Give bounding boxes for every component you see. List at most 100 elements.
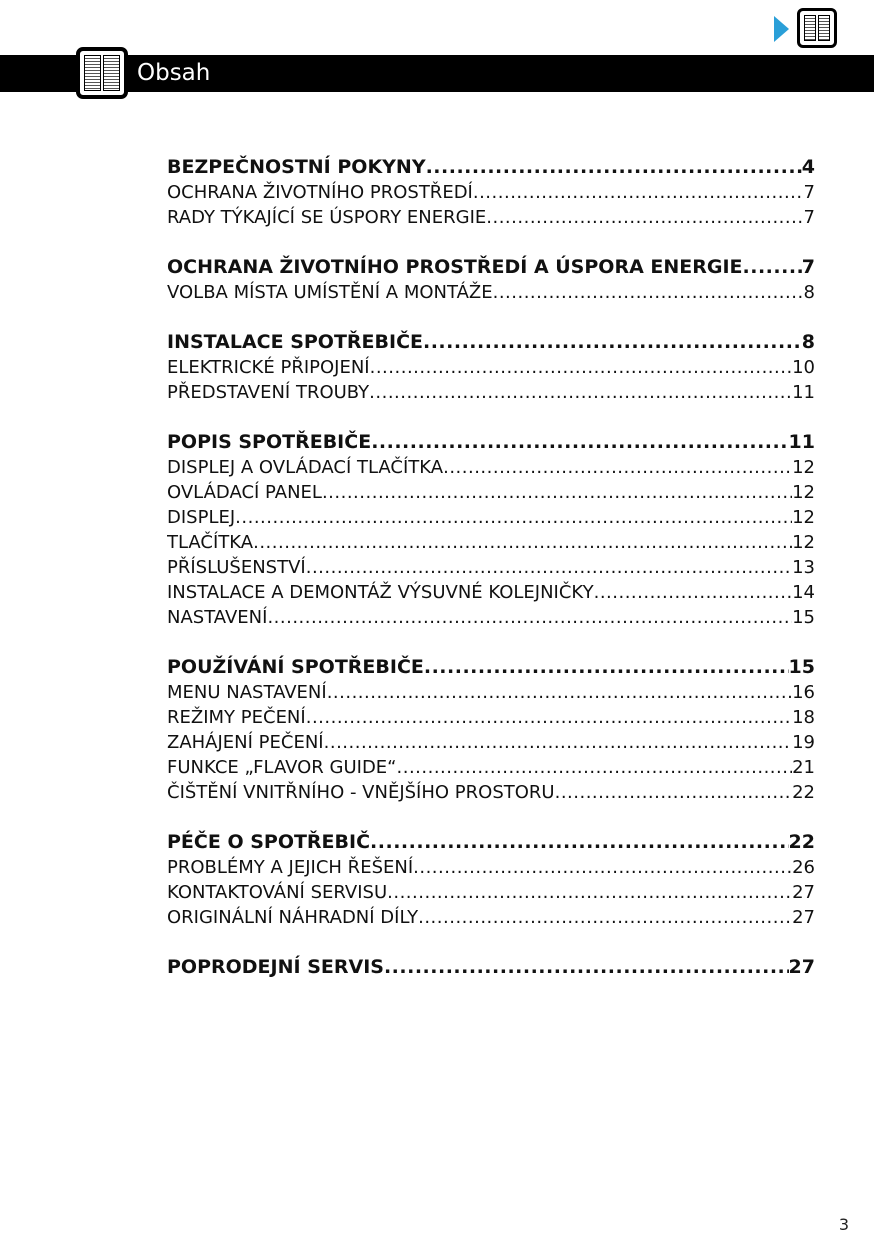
toc-page: 18 <box>792 707 815 728</box>
toc-entry[interactable]: ELEKTRICKÉ PŘIPOJENÍ 10 <box>167 355 815 380</box>
dot-leader <box>424 655 789 680</box>
spacer <box>167 305 815 330</box>
toc-label: FUNKCE „FLAVOR GUIDE“ <box>167 757 397 778</box>
toc-entry[interactable]: ORIGINÁLNÍ NÁHRADNÍ DÍLY 27 <box>167 905 815 930</box>
dot-leader <box>322 480 792 505</box>
toc-page: 7 <box>803 207 815 228</box>
toc-page: 27 <box>792 882 815 903</box>
toc-page: 11 <box>788 431 815 453</box>
toc-section[interactable]: POUŽÍVÁNÍ SPOTŘEBIČE 15 <box>167 655 815 680</box>
toc-page: 12 <box>792 457 815 478</box>
dot-leader <box>253 530 792 555</box>
toc-page: 12 <box>792 482 815 503</box>
toc-label: VOLBA MÍSTA UMÍSTĚNÍ A MONTÁŽE <box>167 282 493 303</box>
toc-label: PROBLÉMY A JEJICH ŘEŠENÍ <box>167 857 414 878</box>
toc-entry[interactable]: OCHRANA ŽIVOTNÍHO PROSTŘEDÍ 7 <box>167 180 815 205</box>
table-of-contents: BEZPEČNOSTNÍ POKYNY4OCHRANA ŽIVOTNÍHO PR… <box>167 155 815 980</box>
dot-leader <box>306 555 792 580</box>
toc-section[interactable]: OCHRANA ŽIVOTNÍHO PROSTŘEDÍ A ÚSPORA ENE… <box>167 255 815 280</box>
toc-page: 8 <box>801 331 815 353</box>
dot-leader <box>235 505 792 530</box>
toc-entry[interactable]: ČIŠTĚNÍ VNITŘNÍHO - VNĚJŠÍHO PROSTORU 22 <box>167 780 815 805</box>
toc-page: 7 <box>801 256 815 278</box>
toc-label: PÉČE O SPOTŘEBIČ <box>167 831 371 853</box>
toc-entry[interactable]: REŽIMY PEČENÍ 18 <box>167 705 815 730</box>
toc-entry[interactable]: RADY TÝKAJÍCÍ SE ÚSPORY ENERGIE 7 <box>167 205 815 230</box>
toc-section[interactable]: PÉČE O SPOTŘEBIČ 22 <box>167 830 815 855</box>
dot-leader <box>426 155 802 180</box>
toc-entry[interactable]: ZAHÁJENÍ PEČENÍ 19 <box>167 730 815 755</box>
spacer <box>167 230 815 255</box>
toc-entry[interactable]: PŘEDSTAVENÍ TROUBY 11 <box>167 380 815 405</box>
toc-page: 11 <box>792 382 815 403</box>
book-icon[interactable] <box>797 8 837 48</box>
toc-page: 27 <box>792 907 815 928</box>
spacer <box>167 630 815 655</box>
toc-page: 12 <box>792 507 815 528</box>
book-icon <box>76 47 128 99</box>
dot-leader <box>324 730 792 755</box>
toc-label: DISPLEJ A OVLÁDACÍ TLAČÍTKA <box>167 457 444 478</box>
toc-entry[interactable]: VOLBA MÍSTA UMÍSTĚNÍ A MONTÁŽE 8 <box>167 280 815 305</box>
toc-label: OCHRANA ŽIVOTNÍHO PROSTŘEDÍ <box>167 182 473 203</box>
toc-page: 26 <box>792 857 815 878</box>
toc-label: ČIŠTĚNÍ VNITŘNÍHO - VNĚJŠÍHO PROSTORU <box>167 782 555 803</box>
dot-leader <box>327 680 792 705</box>
toc-label: ZAHÁJENÍ PEČENÍ <box>167 732 324 753</box>
dot-leader <box>306 705 792 730</box>
toc-page: 8 <box>803 282 815 303</box>
toc-label: ELEKTRICKÉ PŘIPOJENÍ <box>167 357 370 378</box>
toc-entry[interactable]: OVLÁDACÍ PANEL 12 <box>167 480 815 505</box>
dot-leader <box>486 205 803 230</box>
toc-entry[interactable]: INSTALACE A DEMONTÁŽ VÝSUVNÉ KOLEJNIČKY 1… <box>167 580 815 605</box>
toc-entry[interactable]: PROBLÉMY A JEJICH ŘEŠENÍ 26 <box>167 855 815 880</box>
toc-section[interactable]: POPIS SPOTŘEBIČE 11 <box>167 430 815 455</box>
dot-leader <box>369 380 792 405</box>
toc-entry[interactable]: FUNKCE „FLAVOR GUIDE“ 21 <box>167 755 815 780</box>
toc-label: BEZPEČNOSTNÍ POKYNY <box>167 156 426 178</box>
toc-label: RADY TÝKAJÍCÍ SE ÚSPORY ENERGIE <box>167 207 487 228</box>
dot-leader <box>370 355 792 380</box>
spacer <box>167 405 815 430</box>
dot-leader <box>413 855 792 880</box>
toc-label: POPRODEJNÍ SERVIS <box>167 956 384 978</box>
toc-section[interactable]: INSTALACE SPOTŘEBIČE 8 <box>167 330 815 355</box>
dot-leader <box>418 905 792 930</box>
toc-entry[interactable]: KONTAKTOVÁNÍ SERVISU 27 <box>167 880 815 905</box>
toc-label: NASTAVENÍ <box>167 607 268 628</box>
toc-entry[interactable]: MENU NASTAVENÍ 16 <box>167 680 815 705</box>
toc-entry[interactable]: PŘÍSLUŠENSTVÍ 13 <box>167 555 815 580</box>
dot-leader <box>493 280 804 305</box>
page-number: 3 <box>838 1215 849 1234</box>
next-arrow-icon[interactable] <box>774 16 789 42</box>
toc-entry[interactable]: DISPLEJ A OVLÁDACÍ TLAČÍTKA 12 <box>167 455 815 480</box>
toc-page: 16 <box>792 682 815 703</box>
toc-page: 14 <box>792 582 815 603</box>
toc-page: 7 <box>803 182 815 203</box>
toc-page: 13 <box>792 557 815 578</box>
toc-page: 15 <box>788 656 815 678</box>
toc-entry[interactable]: NASTAVENÍ 15 <box>167 605 815 630</box>
toc-section[interactable]: POPRODEJNÍ SERVIS 27 <box>167 955 815 980</box>
toc-entry[interactable]: DISPLEJ 12 <box>167 505 815 530</box>
dot-leader <box>594 580 793 605</box>
toc-label: ORIGINÁLNÍ NÁHRADNÍ DÍLY <box>167 907 419 928</box>
toc-label: INSTALACE A DEMONTÁŽ VÝSUVNÉ KOLEJNIČKY <box>167 582 594 603</box>
dot-leader <box>370 830 789 855</box>
dot-leader <box>555 780 793 805</box>
toc-entry[interactable]: TLAČÍTKA 12 <box>167 530 815 555</box>
toc-page: 15 <box>792 607 815 628</box>
toc-page: 22 <box>788 831 815 853</box>
toc-label: OCHRANA ŽIVOTNÍHO PROSTŘEDÍ A ÚSPORA ENE… <box>167 256 743 278</box>
toc-page: 10 <box>792 357 815 378</box>
toc-label: POPIS SPOTŘEBIČE <box>167 431 372 453</box>
toc-label: INSTALACE SPOTŘEBIČE <box>167 331 423 353</box>
toc-page: 19 <box>792 732 815 753</box>
toc-label: MENU NASTAVENÍ <box>167 682 327 703</box>
toc-label: KONTAKTOVÁNÍ SERVISU <box>167 882 388 903</box>
toc-section[interactable]: BEZPEČNOSTNÍ POKYNY 4 <box>167 155 815 180</box>
spacer <box>167 930 815 955</box>
header-bar <box>0 55 874 92</box>
page-title: Obsah <box>137 60 211 86</box>
